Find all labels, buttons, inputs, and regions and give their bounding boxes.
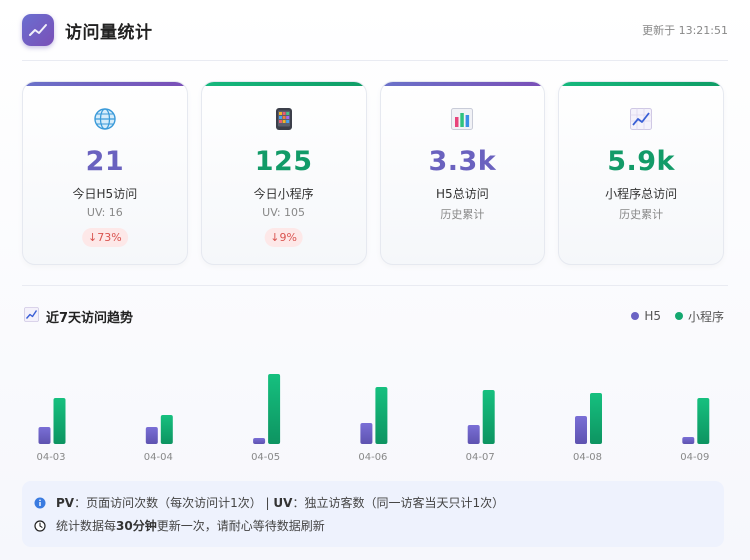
stat-label: 今日小程序 bbox=[253, 187, 314, 201]
stat-label: H5总访问 bbox=[436, 187, 489, 201]
bar-h5-04-07 bbox=[467, 425, 480, 444]
bar-mp-04-08 bbox=[590, 393, 602, 444]
stat-card-h5-total: 3.3k H5总访问 历史累计 bbox=[379, 81, 546, 265]
clock-icon bbox=[34, 519, 46, 532]
legend-item-h5: H5 bbox=[631, 309, 661, 323]
card-accent-bar bbox=[559, 82, 723, 86]
refresh-text-post: 更新一次，请耐心等待数据刷新 bbox=[156, 519, 325, 533]
legend-item-mp: 小程序 bbox=[674, 308, 724, 325]
update-time: 13:21:51 bbox=[678, 24, 728, 37]
card-accent-bar bbox=[201, 82, 366, 86]
notice-line-refresh: 统计数据每 30分钟 更新一次，请耐心等待数据刷新 bbox=[34, 517, 325, 534]
x-tick-label: 04-05 bbox=[251, 452, 280, 463]
stat-value: 3.3k bbox=[428, 146, 497, 177]
x-tick-label: 04-06 bbox=[358, 452, 387, 463]
bar-mp-04-05 bbox=[268, 374, 281, 444]
bar-h5-04-06 bbox=[360, 423, 373, 444]
stat-card-h5-today: 21 今日H5访问 UV: 16 ↓73% bbox=[22, 81, 188, 265]
uv-description: ：独立访客数（同一访客当天只计1次） bbox=[292, 496, 505, 510]
pv-term: PV bbox=[56, 495, 75, 510]
x-tick-label: 04-07 bbox=[466, 452, 495, 463]
stat-sub: 历史累计 bbox=[440, 208, 485, 221]
bar-mp-04-06 bbox=[375, 387, 388, 444]
page-title: 访问量统计 bbox=[65, 22, 153, 43]
trend-line-icon bbox=[29, 24, 47, 36]
x-tick-label: 04-08 bbox=[573, 452, 602, 463]
notice-line-definitions: PV ：页面访问次数（每次访问计1次） | UV ：独立访客数（同一访客当天只计… bbox=[34, 494, 504, 511]
app-logo bbox=[22, 14, 54, 46]
uv-term: UV bbox=[273, 495, 293, 510]
update-timestamp: 更新于 13:21:51 bbox=[642, 22, 728, 38]
pv-description: ：页面访问次数（每次访问计1次） bbox=[74, 496, 262, 510]
mobile-phone-icon bbox=[271, 106, 297, 132]
x-tick-label: 04-03 bbox=[36, 452, 65, 463]
header: 访问量统计 更新于 13:21:51 bbox=[22, 13, 728, 47]
legend-label: 小程序 bbox=[687, 309, 724, 324]
info-notice: PV ：页面访问次数（每次访问计1次） | UV ：独立访客数（同一访客当天只计… bbox=[22, 481, 724, 547]
stat-sub: 历史累计 bbox=[619, 208, 664, 221]
stat-card-mp-total: 5.9k 小程序总访问 历史累计 bbox=[558, 81, 724, 265]
trend-title: 近7天访问趋势 bbox=[46, 310, 134, 326]
stat-card-mp-today: 125 今日小程序 UV: 105 ↓9% bbox=[200, 81, 367, 265]
trend-up-icon bbox=[628, 106, 654, 132]
bar-chart-icon bbox=[449, 106, 475, 132]
chart-trend-icon bbox=[24, 306, 39, 326]
bar-mp-04-04 bbox=[160, 415, 173, 444]
stat-label: 小程序总访问 bbox=[605, 187, 678, 201]
x-tick-label: 04-04 bbox=[144, 452, 173, 463]
bar-mp-04-09 bbox=[697, 398, 710, 444]
stat-value: 125 bbox=[254, 146, 313, 177]
bar-h5-04-03 bbox=[38, 427, 51, 444]
stat-value: 21 bbox=[85, 146, 125, 177]
update-prefix: 更新于 bbox=[642, 24, 676, 37]
change-badge: ↓73% bbox=[82, 228, 128, 247]
section-divider bbox=[22, 285, 728, 286]
stat-value: 5.9k bbox=[607, 146, 676, 177]
bar-h5-04-05 bbox=[253, 438, 266, 444]
card-accent-bar bbox=[23, 82, 187, 86]
refresh-text-pre: 统计数据每 bbox=[56, 519, 117, 533]
header-divider bbox=[22, 60, 728, 61]
chart-legend: H5 小程序 bbox=[617, 308, 724, 325]
separator: | bbox=[261, 495, 274, 510]
legend-dot-icon bbox=[674, 312, 683, 320]
change-badge: ↓9% bbox=[264, 228, 303, 247]
globe-icon bbox=[92, 106, 118, 132]
stat-label: 今日H5访问 bbox=[72, 187, 138, 201]
info-icon bbox=[34, 497, 46, 508]
bar-mp-04-07 bbox=[482, 390, 495, 444]
trend-bar-chart: 04-03 04-04 04-05 04-06 04-07 04-08 04-09 bbox=[36, 374, 710, 463]
card-accent-bar bbox=[380, 82, 545, 86]
bar-h5-04-08 bbox=[575, 416, 587, 444]
legend-label: H5 bbox=[644, 309, 661, 323]
x-tick-label: 04-09 bbox=[680, 452, 709, 463]
bar-h5-04-09 bbox=[682, 437, 695, 444]
legend-dot-icon bbox=[631, 312, 640, 320]
refresh-interval: 30分钟 bbox=[116, 519, 157, 533]
bar-mp-04-03 bbox=[53, 398, 66, 444]
stats-cards: 21 今日H5访问 UV: 16 ↓73% 125 今日小程序 UV: 105 bbox=[22, 81, 724, 265]
stat-uv: UV: 105 bbox=[262, 206, 306, 219]
trend-header: 近7天访问趋势 H5 小程序 bbox=[24, 306, 724, 326]
stat-uv: UV: 16 bbox=[86, 206, 123, 219]
bar-h5-04-04 bbox=[145, 427, 158, 444]
